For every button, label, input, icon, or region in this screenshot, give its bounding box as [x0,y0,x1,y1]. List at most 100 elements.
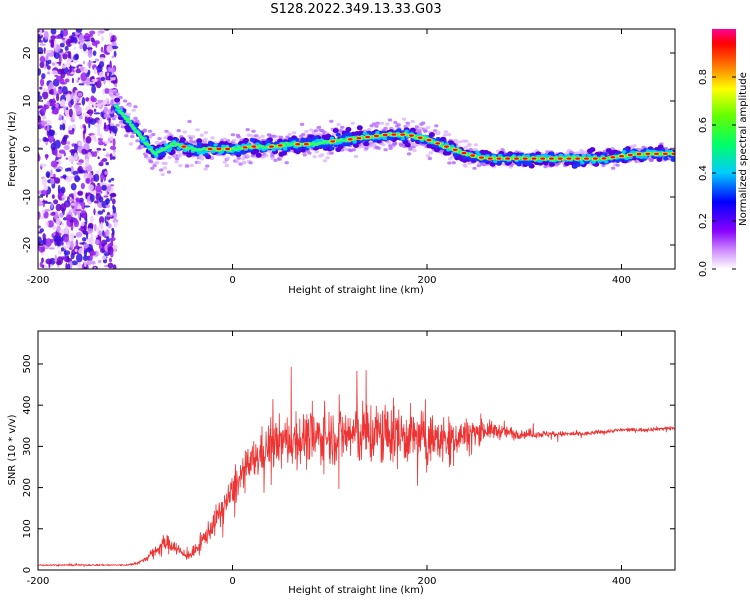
spectral-noise-blob [104,88,110,94]
spectral-noise-blob [85,77,91,86]
spectral-noise-blob [62,106,68,109]
spectral-halo [387,118,393,122]
spectral-noise-blob [68,108,73,118]
spectral-noise-blob [96,99,104,103]
spectral-noise-blob [61,197,65,201]
spectral-halo [114,115,119,119]
spectral-noise-blob [62,53,68,60]
spectral-band [356,125,363,131]
spectral-noise-blob [98,141,104,146]
spectral-noise-blob [93,200,99,204]
spectral-noise-blob [43,47,46,54]
spectral-halo [576,151,581,155]
spectral-noise-blob [50,178,55,185]
spectral-halo [135,119,140,123]
spectral-band [554,156,558,159]
spectral-halo [325,156,330,160]
spectral-band [122,115,127,119]
colorbar-gradient [712,29,736,269]
spectral-noise-blob [38,236,42,245]
spectral-band [643,155,648,159]
spectral-noise-blob [94,235,98,238]
spectral-noise-blob [94,124,101,128]
spectral-noise-blob [77,141,83,147]
spectral-band [283,147,288,151]
snr-plot-area [38,331,675,570]
spectral-noise-blob [85,136,92,144]
spectral-halo [224,163,230,168]
spectral-halo [202,141,208,145]
spectral-noise-blob [104,71,108,77]
y-tick-label: 100 [22,519,33,538]
spectral-peak [479,156,484,159]
spectral-noise-blob [97,132,101,137]
spectral-band [396,128,402,133]
figure-title: S128.2022.349.13.33.G03 [270,2,441,17]
y-tick-label: 0 [22,146,33,152]
spectral-noise-blob [80,125,83,130]
spectral-noise-blob [63,144,70,151]
spectral-halo [312,155,317,159]
spectral-noise-blob [65,157,69,160]
spectral-band [663,156,669,161]
spectral-band [628,156,633,160]
spectral-band [255,152,262,158]
spectral-halo [232,138,237,142]
spectral-halo [146,156,151,160]
spectral-noise-blob [57,184,61,194]
spectral-halo [133,116,138,120]
spectral-noise-blob [42,91,49,100]
spectral-noise-blob [53,177,61,184]
y-tick-label: 300 [22,437,33,456]
spectral-noise-blob [54,35,62,39]
x-tick-label: 400 [612,275,631,286]
spectral-noise-blob [98,196,104,203]
spectral-halo [120,125,125,129]
spectral-peak [216,147,222,151]
spectral-band [656,157,663,162]
spectral-halo [408,147,413,151]
spectral-noise-blob [110,177,115,181]
spectral-band [329,146,335,151]
spectral-noise-blob [92,50,97,56]
spectral-noise-blob [84,39,91,42]
spectral-peak [636,152,642,156]
spectral-peak [303,143,309,146]
spectral-noise-blob [47,84,51,92]
spectral-noise-blob [87,61,92,68]
spectral-noise-blob [86,47,93,50]
spectral-halo [182,130,187,134]
spectral-halo [381,143,386,147]
spectral-band [203,150,208,154]
spectral-band [117,109,122,113]
spectral-halo [127,104,133,108]
spectral-band [179,137,186,143]
spectral-halo [446,133,452,137]
spectral-halo [435,132,441,136]
spectral-halo [463,164,468,168]
spectral-noise-blob [44,31,49,40]
spectral-noise-blob [93,173,100,182]
spectral-noise-blob [104,170,108,175]
spectral-noise-blob [87,184,94,191]
y-tick-label: 20 [22,47,33,60]
spectral-noise-blob [51,62,56,66]
spectral-halo [467,143,472,147]
spectral-noise-blob [38,47,44,54]
spectral-noise-blob [74,248,78,253]
spectral-noise-blob [82,131,86,141]
spectral-noise-blob [51,233,54,238]
spectral-halo [256,136,262,140]
spectral-band [146,143,151,147]
spectral-noise-blob [98,137,103,141]
spectral-noise-blob [87,151,92,158]
spectral-halo [500,148,505,152]
spectral-noise-blob [46,65,51,70]
spectral-band [363,141,370,147]
spectral-noise-blob [82,112,87,117]
spectral-halo [388,146,393,150]
spectral-peak [610,156,616,159]
spectral-band [167,135,174,141]
spectral-noise-blob [75,253,83,263]
spectral-halo [150,166,155,170]
